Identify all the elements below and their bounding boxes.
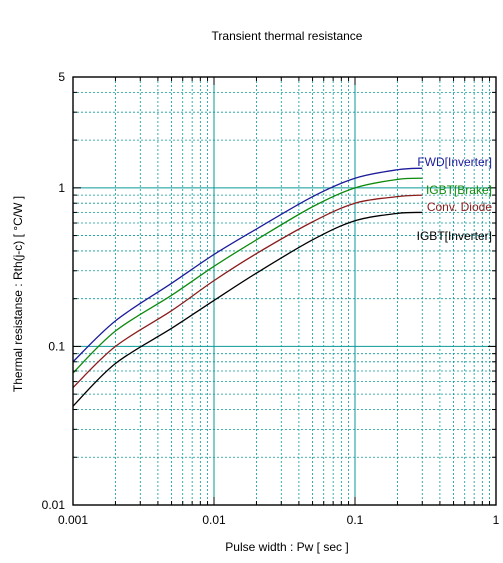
series-label-fwd-inverter: FWD[Inverter] <box>417 155 492 169</box>
series-line-igbt-brake <box>72 177 423 374</box>
x-tick-label: 0.01 <box>202 513 226 527</box>
y-tick-label: 1 <box>58 181 65 195</box>
x-axis-label: Pulse width : Pw [ sec ] <box>225 540 348 554</box>
y-tick-label: 5 <box>58 70 65 84</box>
series-label-igbt-inverter: IGBT[Inverter] <box>417 229 492 243</box>
tick-label-layer: 0.001 0.01 0.1 10.010.115 <box>42 70 500 527</box>
x-tick-label: 0.1 <box>347 513 364 527</box>
series-line-fwd-inverter <box>72 167 423 363</box>
series-label-layer: FWD[Inverter] IGBT[Brake] Conv. Diode IGBT[… <box>417 155 493 243</box>
axes-layer <box>72 76 497 506</box>
chart-title: Transient thermal resistance <box>212 29 363 43</box>
series-line-conv-diode <box>72 194 423 389</box>
y-axis-label: Thermal resistanse : Rth(j-c) [ °C/W ] <box>11 196 25 392</box>
y-tick-label: 0.1 <box>48 339 65 353</box>
series-line-igbt-inverter <box>72 211 423 407</box>
series-label-igbt-brake: IGBT[Brake] <box>426 183 492 197</box>
y-tick-label: 0.01 <box>42 498 66 512</box>
x-tick-label: 0.001 <box>58 513 88 527</box>
x-tick-label: 1 <box>493 513 500 527</box>
series-layer <box>72 167 423 407</box>
series-label-conv-diode: Conv. Diode <box>427 200 492 214</box>
plot-frame <box>72 76 497 506</box>
